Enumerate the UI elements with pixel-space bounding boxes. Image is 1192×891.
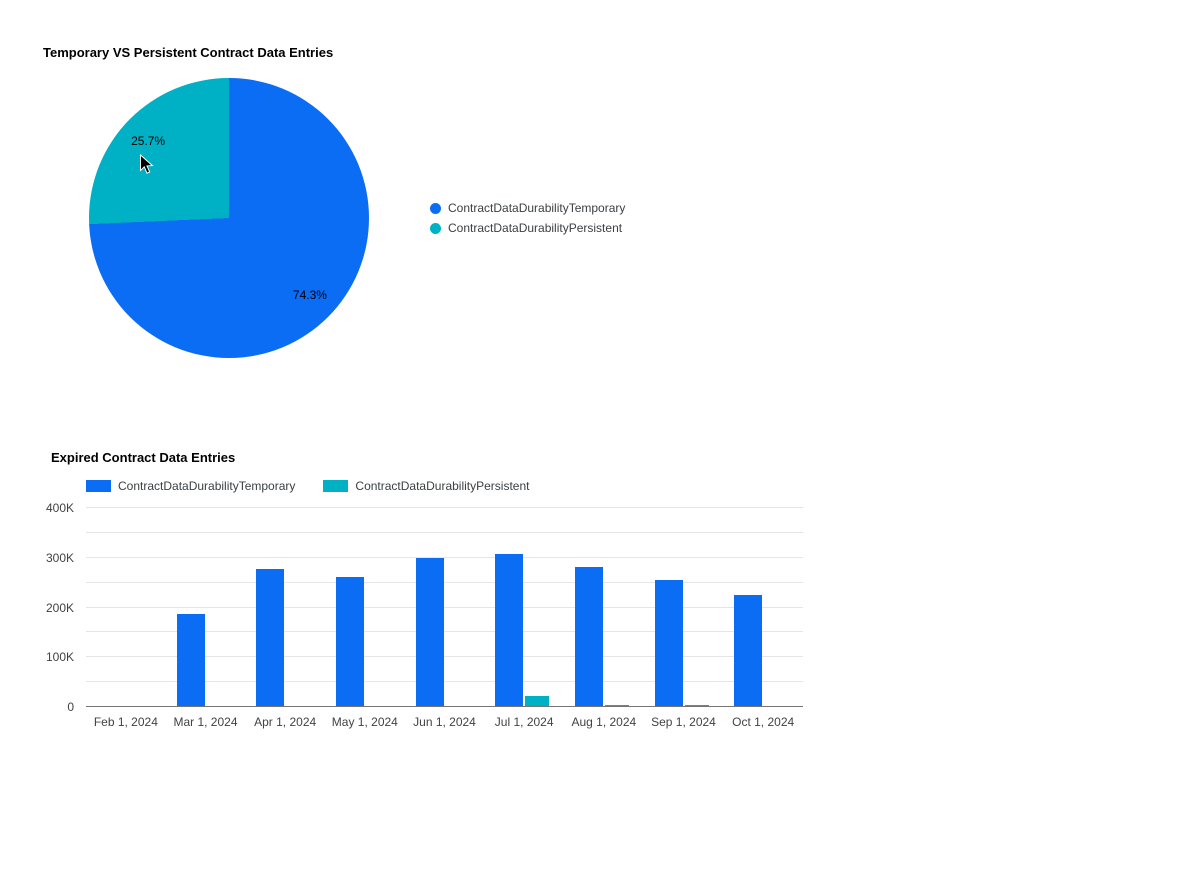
legend-label: ContractDataDurabilityPersistent — [448, 221, 623, 235]
legend-label: ContractDataDurabilityPersistent — [355, 479, 530, 493]
gridline — [86, 556, 803, 558]
pie-legend-item[interactable]: ContractDataDurabilityTemporary — [430, 201, 625, 215]
x-axis-tick-label: Aug 1, 2024 — [571, 715, 637, 729]
bar[interactable] — [176, 613, 205, 706]
legend-color-swatch-icon — [323, 480, 349, 492]
gridline — [86, 681, 803, 683]
x-axis-line — [86, 706, 803, 707]
bar[interactable] — [654, 580, 683, 706]
gridline — [86, 581, 803, 583]
gridline — [86, 531, 803, 533]
bar-legend-item[interactable]: ContractDataDurabilityTemporary — [86, 479, 295, 493]
y-axis-tick-label: 400K — [45, 501, 74, 515]
x-axis-tick-label: Sep 1, 2024 — [651, 715, 716, 729]
bar[interactable] — [734, 595, 763, 706]
pie-legend-item[interactable]: ContractDataDurabilityPersistent — [430, 221, 625, 235]
bar[interactable] — [495, 553, 524, 706]
legend-color-dot-icon — [430, 202, 441, 214]
bar-chart-title: Expired Contract Data Entries — [51, 450, 236, 465]
bar[interactable] — [335, 576, 364, 706]
bar[interactable] — [415, 557, 444, 706]
legend-color-dot-icon — [430, 222, 441, 234]
y-axis-tick-label: 200K — [45, 600, 74, 615]
bar[interactable] — [684, 705, 709, 706]
x-axis-tick-label: Feb 1, 2024 — [93, 715, 158, 729]
pie-chart-title: Temporary VS Persistent Contract Data En… — [43, 45, 334, 60]
pie-chart[interactable] — [89, 78, 369, 358]
bar-plot-area: 0 100K 200K 300K 400K Feb 1, 2024 Mar 1, 2024 A… — [46, 501, 803, 729]
x-axis-tick-label: Jul 1, 2024 — [494, 715, 554, 729]
bar-legend-item[interactable]: ContractDataDurabilityPersistent — [323, 479, 529, 493]
pie-slice-percentage-label: 74.3% — [292, 288, 327, 303]
legend-label: ContractDataDurabilityTemporary — [448, 201, 626, 215]
bar[interactable] — [256, 569, 285, 706]
bar[interactable] — [604, 704, 629, 706]
y-axis-tick-label: 100K — [45, 650, 74, 665]
gridline — [86, 507, 803, 508]
x-axis-tick-label: Mar 1, 2024 — [173, 715, 238, 729]
x-axis-tick-label: Oct 1, 2024 — [732, 715, 795, 729]
gridline — [86, 656, 803, 658]
x-axis-tick-label: May 1, 2024 — [331, 715, 398, 729]
bar[interactable] — [574, 567, 603, 706]
y-axis-tick-label: 300K — [45, 550, 74, 565]
mouse-cursor-icon — [140, 154, 154, 174]
bar-legend: ContractDataDurabilityTemporary ContractD… — [86, 479, 529, 493]
y-axis-tick-label: 0 — [67, 700, 74, 714]
x-axis-tick-label: Jun 1, 2024 — [413, 715, 476, 729]
pie-slice-percentage-label: 25.7% — [131, 133, 166, 148]
gridline — [86, 631, 803, 633]
gridline — [86, 606, 803, 608]
pie-legend: ContractDataDurabilityTemporary ContractD… — [430, 201, 625, 235]
legend-label: ContractDataDurabilityTemporary — [118, 479, 296, 493]
pie-chart-wrapper: 74.3% 25.7% — [89, 78, 369, 358]
x-axis-tick-label: Apr 1, 2024 — [254, 715, 317, 729]
bar[interactable] — [525, 696, 550, 706]
legend-color-swatch-icon — [86, 480, 111, 492]
